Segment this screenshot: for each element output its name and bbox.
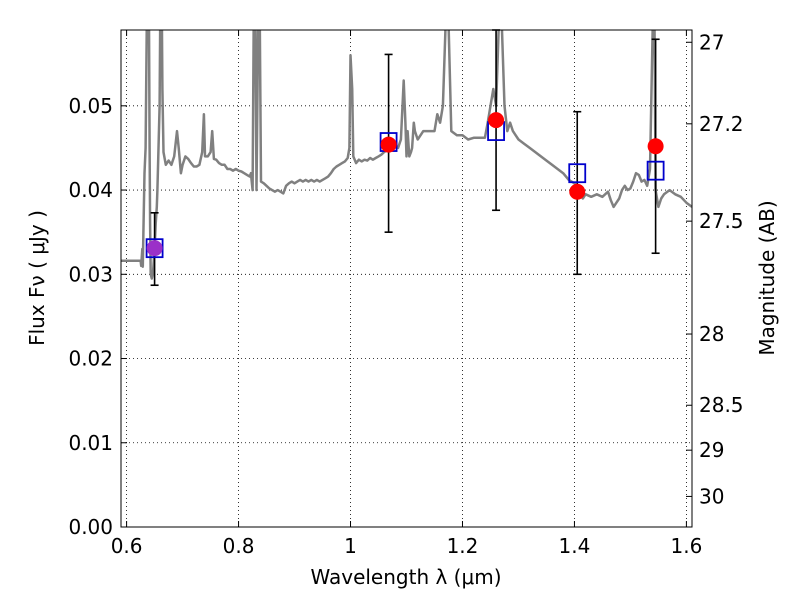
right-tick-label: 27.2	[699, 112, 744, 136]
plot-frame	[120, 29, 693, 528]
y-tick-label: 0.01	[68, 431, 113, 455]
y-axis-label: Flux Fν ( μJy )	[25, 210, 49, 346]
right-tick-label: 27	[699, 30, 724, 54]
y-tick-label: 0.04	[68, 178, 113, 202]
y-tick-label: 0.05	[68, 94, 113, 118]
right-tick-label: 29	[699, 438, 724, 462]
observed-point	[380, 136, 397, 153]
x-tick-label: 0.8	[223, 534, 255, 558]
x-axis-ticks: 0.6 0.8 1 1.2 1.4 1.6	[111, 30, 702, 558]
observed-photometry-markers	[146, 112, 664, 257]
right-axis-label: Magnitude (AB)	[755, 200, 779, 355]
y-tick-label: 0.02	[68, 347, 113, 371]
right-tick-label: 27.5	[699, 209, 744, 233]
observed-point	[569, 183, 586, 200]
right-tick-label: 28.5	[699, 393, 744, 417]
y-tick-label: 0.00	[68, 515, 113, 539]
x-tick-label: 1.2	[447, 534, 479, 558]
error-bars	[150, 29, 660, 287]
observed-point	[146, 240, 163, 257]
model-point	[646, 160, 665, 181]
grid	[121, 30, 692, 528]
right-axis-ticks: 27 27.2 27.5 28 28.5 29 30	[686, 30, 744, 508]
observed-point	[647, 138, 664, 155]
x-tick-label: 0.6	[111, 534, 143, 558]
x-tick-label: 1.4	[559, 534, 591, 558]
model-spectrum	[121, 30, 692, 280]
y-tick-label: 0.03	[68, 262, 113, 286]
y-axis-ticks: 0.00 0.01 0.02 0.03 0.04 0.05	[68, 94, 127, 539]
right-tick-label: 30	[699, 484, 724, 508]
x-tick-label: 1	[344, 534, 357, 558]
x-tick-label: 1.6	[670, 534, 702, 558]
model-point	[568, 163, 587, 184]
spectrum-line	[121, 30, 692, 280]
observed-point	[488, 112, 505, 129]
x-axis-label: Wavelength λ (μm)	[310, 565, 501, 589]
right-tick-label: 28	[699, 322, 724, 346]
